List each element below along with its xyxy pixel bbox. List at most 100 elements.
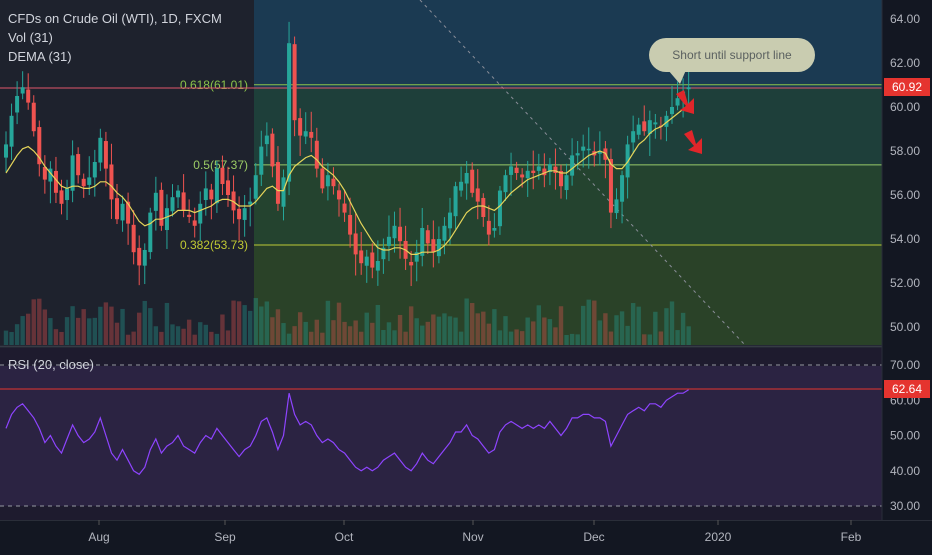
candle-body: [325, 175, 330, 187]
candle-body: [464, 173, 469, 184]
candle-body: [375, 261, 380, 271]
candle-body: [187, 214, 192, 217]
rsi-tick-label: 70.00: [890, 358, 920, 372]
candle-body: [531, 170, 536, 173]
candle-body: [281, 177, 286, 207]
candle-body: [631, 131, 636, 143]
candle-body: [65, 188, 70, 201]
volume-bar: [303, 321, 308, 345]
volume-bar: [353, 320, 358, 345]
candle-body: [203, 188, 208, 201]
candle-body: [259, 146, 264, 175]
vol-legend: Vol (31): [8, 30, 53, 45]
dema-legend: DEMA (31): [8, 49, 72, 64]
callout-text: Short until support line: [672, 48, 792, 62]
volume-bar: [314, 319, 319, 345]
candle-body: [570, 155, 575, 176]
volume-bar: [48, 318, 53, 345]
candle-body: [436, 239, 441, 257]
price-badge-text: 60.92: [892, 80, 922, 94]
candle-body: [470, 169, 475, 193]
volume-bar: [508, 331, 514, 345]
left-dark-zone: [0, 0, 254, 345]
volume-bar: [586, 299, 591, 345]
candle-body: [26, 89, 31, 103]
candle-body: [31, 102, 36, 132]
candle-body: [586, 148, 591, 151]
volume-bar: [248, 310, 253, 345]
volume-bar: [503, 316, 508, 345]
candle-body: [270, 133, 275, 167]
volume-bar: [625, 325, 630, 345]
volume-bar: [153, 326, 159, 345]
volume-bar: [109, 306, 114, 345]
volume-bar: [175, 326, 181, 345]
candle-body: [575, 153, 580, 156]
volume-bar: [209, 331, 214, 345]
volume-bar: [164, 302, 170, 345]
candle-body: [231, 191, 236, 211]
volume-bar: [220, 314, 225, 345]
volume-bar: [414, 318, 419, 345]
volume-bar: [481, 311, 486, 345]
price-tick-label: 60.00: [890, 100, 920, 114]
fib-level-label: 0.382(53.73): [180, 238, 248, 252]
volume-bar: [292, 326, 297, 345]
candle-body: [442, 225, 447, 241]
rsi-tick-label: 50.00: [890, 429, 920, 443]
volume-bar: [381, 329, 386, 345]
volume-bar: [142, 300, 147, 345]
candle-body: [381, 247, 386, 260]
volume-bar: [375, 304, 381, 345]
volume-bar: [347, 326, 353, 345]
volume-bar: [386, 322, 392, 345]
candle-body: [475, 188, 480, 202]
volume-bar: [636, 306, 641, 345]
candle-body: [298, 118, 303, 136]
candle-body: [425, 230, 430, 244]
volume-bar: [431, 314, 436, 345]
volume-bar: [519, 331, 525, 345]
price-tick-label: 54.00: [890, 232, 920, 246]
candle-body: [87, 177, 92, 185]
candle-body: [314, 140, 319, 169]
volume-bar: [420, 325, 425, 345]
candle-body: [564, 175, 569, 191]
candle-body: [547, 164, 552, 172]
time-axis: [0, 520, 932, 550]
volume-bar: [603, 313, 608, 345]
volume-bar: [680, 312, 686, 345]
candle-body: [292, 44, 297, 121]
fib-zone-lower: [254, 246, 882, 345]
candle-body: [414, 252, 419, 262]
time-tick-label: Aug: [88, 530, 109, 544]
candle-body: [459, 181, 464, 191]
candle-body: [4, 144, 8, 158]
price-tick-label: 52.00: [890, 276, 920, 290]
volume-bar: [475, 313, 480, 345]
volume-bar: [26, 313, 31, 345]
volume-bar: [214, 333, 220, 345]
callout-bubble[interactable]: Short until support line: [649, 38, 815, 84]
chart-title: CFDs on Crude Oil (WTI), 1D, FXCM: [8, 11, 222, 26]
candle-body: [481, 197, 486, 217]
candle-body: [503, 175, 508, 193]
candle-body: [159, 189, 164, 226]
volume-bar: [159, 331, 164, 345]
candle-body: [559, 170, 563, 187]
volume-bar: [53, 329, 59, 345]
volume-bar: [186, 319, 192, 345]
time-axis-labels: Aug Sep Oct Nov Dec 2020 Feb: [88, 520, 862, 544]
candle-body: [92, 162, 97, 178]
candle-body: [520, 174, 525, 178]
time-tick-label: 2020: [705, 530, 732, 544]
candle-body: [59, 190, 64, 204]
candle-body: [420, 228, 425, 256]
volume-bar: [664, 308, 669, 345]
volume-bar: [75, 317, 81, 345]
candle-body: [398, 226, 403, 242]
candle-body: [675, 98, 680, 106]
volume-bar: [525, 317, 530, 345]
volume-bar: [286, 333, 292, 345]
